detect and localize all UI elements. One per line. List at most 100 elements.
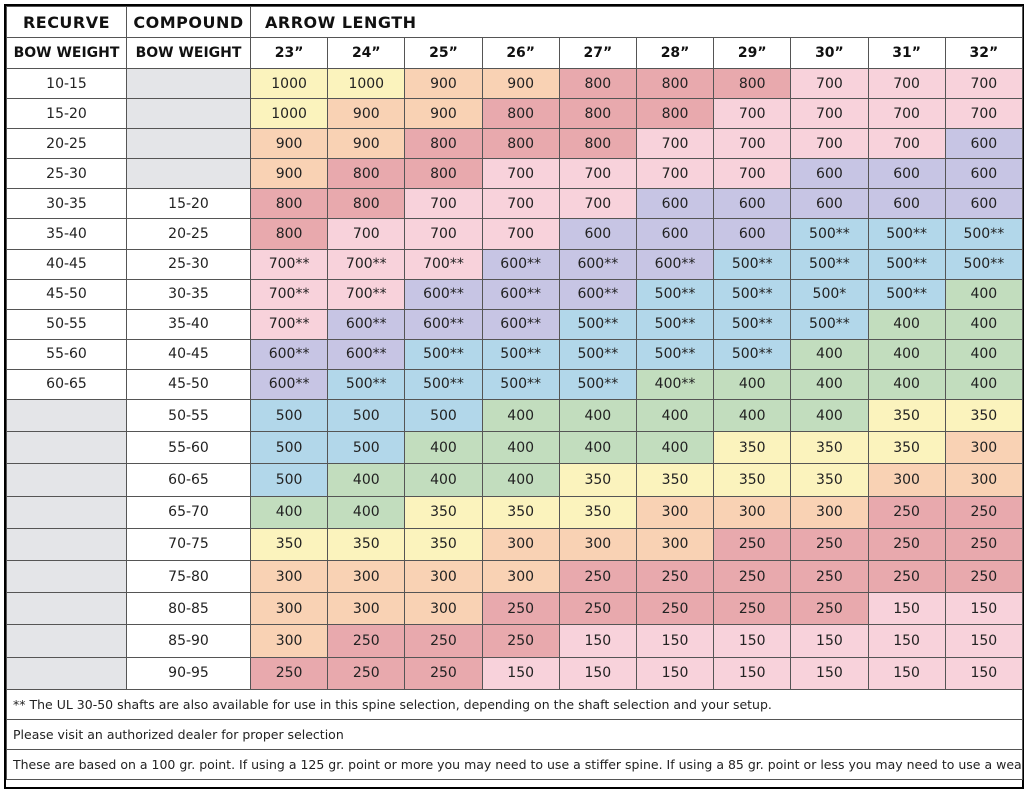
spine-value-cell: 900: [327, 128, 406, 160]
spine-value-cell: 150: [558, 656, 637, 690]
spine-value-cell: 500**: [944, 218, 1023, 250]
spine-value-cell: 600: [867, 158, 946, 190]
spine-value-cell: 400: [481, 463, 560, 497]
spine-value-cell: 400: [944, 368, 1023, 401]
spine-value-cell: 700: [635, 158, 715, 190]
compound-weight-cell: 20-25: [126, 218, 251, 250]
spine-value-cell: 250: [404, 656, 483, 690]
spine-value-cell: 700: [635, 128, 715, 160]
spine-value-cell: 250: [327, 656, 406, 690]
spine-value-cell: 350: [790, 431, 869, 465]
spine-value-cell: 700: [790, 128, 869, 160]
spine-value-cell: 350: [944, 399, 1023, 433]
spine-value-cell: 700**: [327, 248, 406, 280]
spine-value-cell: 250: [944, 559, 1023, 594]
table-row: 10-15 1000 1000 900 900 800 800 800 700 700 700: [6, 67, 1023, 100]
spine-value-cell: 500: [249, 399, 329, 433]
spine-value-cell: 350: [404, 527, 483, 561]
spine-value-cell: 500**: [944, 248, 1023, 280]
spine-value-cell: 600**: [249, 338, 329, 370]
recurve-weight-cell: 50-55: [6, 308, 127, 340]
recurve-weight-cell: 35-40: [6, 218, 127, 250]
spine-value-cell: 600: [944, 188, 1023, 220]
spine-value-cell: 600: [944, 128, 1023, 160]
spine-value-cell: 1000: [249, 67, 329, 100]
compound-weight-cell: 35-40: [126, 308, 251, 340]
length-header: 25”: [404, 37, 483, 69]
spine-value-cell: 500**: [558, 338, 637, 370]
spine-value-cell: 600**: [481, 248, 560, 280]
spine-value-cell: 300: [944, 431, 1023, 465]
spine-value-cell: 500: [327, 431, 406, 465]
spine-value-cell: 500: [327, 399, 406, 433]
spine-value-cell: 600**: [249, 368, 329, 401]
spine-value-cell: 800: [635, 98, 715, 130]
spine-value-cell: 600**: [481, 278, 560, 310]
spine-value-cell: 700**: [327, 278, 406, 310]
spine-value-cell: 500**: [790, 308, 869, 340]
spine-value-cell: 400: [944, 278, 1023, 310]
spine-value-cell: 700: [481, 188, 560, 220]
spine-value-cell: 250: [944, 527, 1023, 561]
spine-value-cell: 600: [713, 218, 792, 250]
spine-value-cell: 350: [790, 463, 869, 497]
spine-value-cell: 1000: [249, 98, 329, 130]
spine-value-cell: 700**: [249, 248, 329, 280]
title-row: RECURVE COMPOUND ARROW LENGTH: [6, 6, 1023, 38]
spine-value-cell: 700: [404, 188, 483, 220]
spine-value-cell: 250: [635, 559, 715, 594]
recurve-weight-cell: 60-65: [6, 368, 127, 401]
length-header: 28”: [635, 37, 715, 69]
spine-value-cell: 400: [790, 338, 869, 370]
spine-value-cell: 700: [713, 158, 792, 190]
spine-value-cell: 400: [481, 399, 560, 433]
spine-value-cell: 800: [327, 188, 406, 220]
spine-value-cell: 150: [867, 656, 946, 690]
spine-value-cell: 700: [944, 98, 1023, 130]
spine-value-cell: 250: [249, 656, 329, 690]
spine-value-cell: 250: [867, 527, 946, 561]
spine-value-cell: 900: [404, 67, 483, 100]
spine-value-cell: 700**: [404, 248, 483, 280]
compound-weight-cell: 65-70: [126, 495, 251, 529]
spine-value-cell: 500: [249, 463, 329, 497]
compound-weight-cell: 30-35: [126, 278, 251, 310]
spine-value-cell: 150: [867, 624, 946, 658]
spine-value-cell: 400: [867, 308, 946, 340]
spine-value-cell: 700**: [249, 308, 329, 340]
table-row: 75-80 300 300 300 300 250 250 250 250 250 250: [6, 559, 1023, 594]
spine-value-cell: 600: [713, 188, 792, 220]
compound-weight-cell: [126, 158, 251, 190]
table-row: 55-60 500 500 400 400 400 400 350 350 350 300: [6, 431, 1023, 465]
notes: ** The UL 30-50 shafts are also availabl…: [6, 688, 1023, 780]
spine-value-cell: 300: [481, 527, 560, 561]
recurve-weight-cell: [6, 527, 127, 561]
length-header: 29”: [713, 37, 792, 69]
spine-value-cell: 600: [558, 218, 637, 250]
spine-value-cell: 500**: [713, 278, 792, 310]
spine-value-cell: 700: [481, 158, 560, 190]
spine-value-cell: 350: [558, 463, 637, 497]
spine-value-cell: 700: [404, 218, 483, 250]
spine-value-cell: 250: [327, 624, 406, 658]
spine-value-cell: 300: [635, 495, 715, 529]
compound-weight-cell: 40-45: [126, 338, 251, 370]
spine-value-cell: 700: [713, 98, 792, 130]
spine-value-cell: 400: [713, 368, 792, 401]
spine-value-cell: 600**: [558, 278, 637, 310]
spine-value-cell: 700: [558, 188, 637, 220]
spine-value-cell: 700: [558, 158, 637, 190]
spine-value-cell: 500**: [481, 368, 560, 401]
spine-value-cell: 500**: [867, 248, 946, 280]
compound-weight-cell: 85-90: [126, 624, 251, 658]
table-row: 85-90 300 250 250 250 150 150 150 150 150 150: [6, 624, 1023, 658]
table-row: 30-35 15-20 800 800 700 700 700 600 600 600 600 600: [6, 188, 1023, 220]
recurve-weight-cell: [6, 592, 127, 626]
spine-value-cell: 250: [481, 624, 560, 658]
table-row: 70-75 350 350 350 300 300 300 250 250 250 250: [6, 527, 1023, 561]
spine-value-cell: 800: [558, 98, 637, 130]
length-header: 31”: [867, 37, 946, 69]
recurve-weight-cell: [6, 463, 127, 497]
spine-value-cell: 600: [635, 188, 715, 220]
spine-value-cell: 500**: [481, 338, 560, 370]
